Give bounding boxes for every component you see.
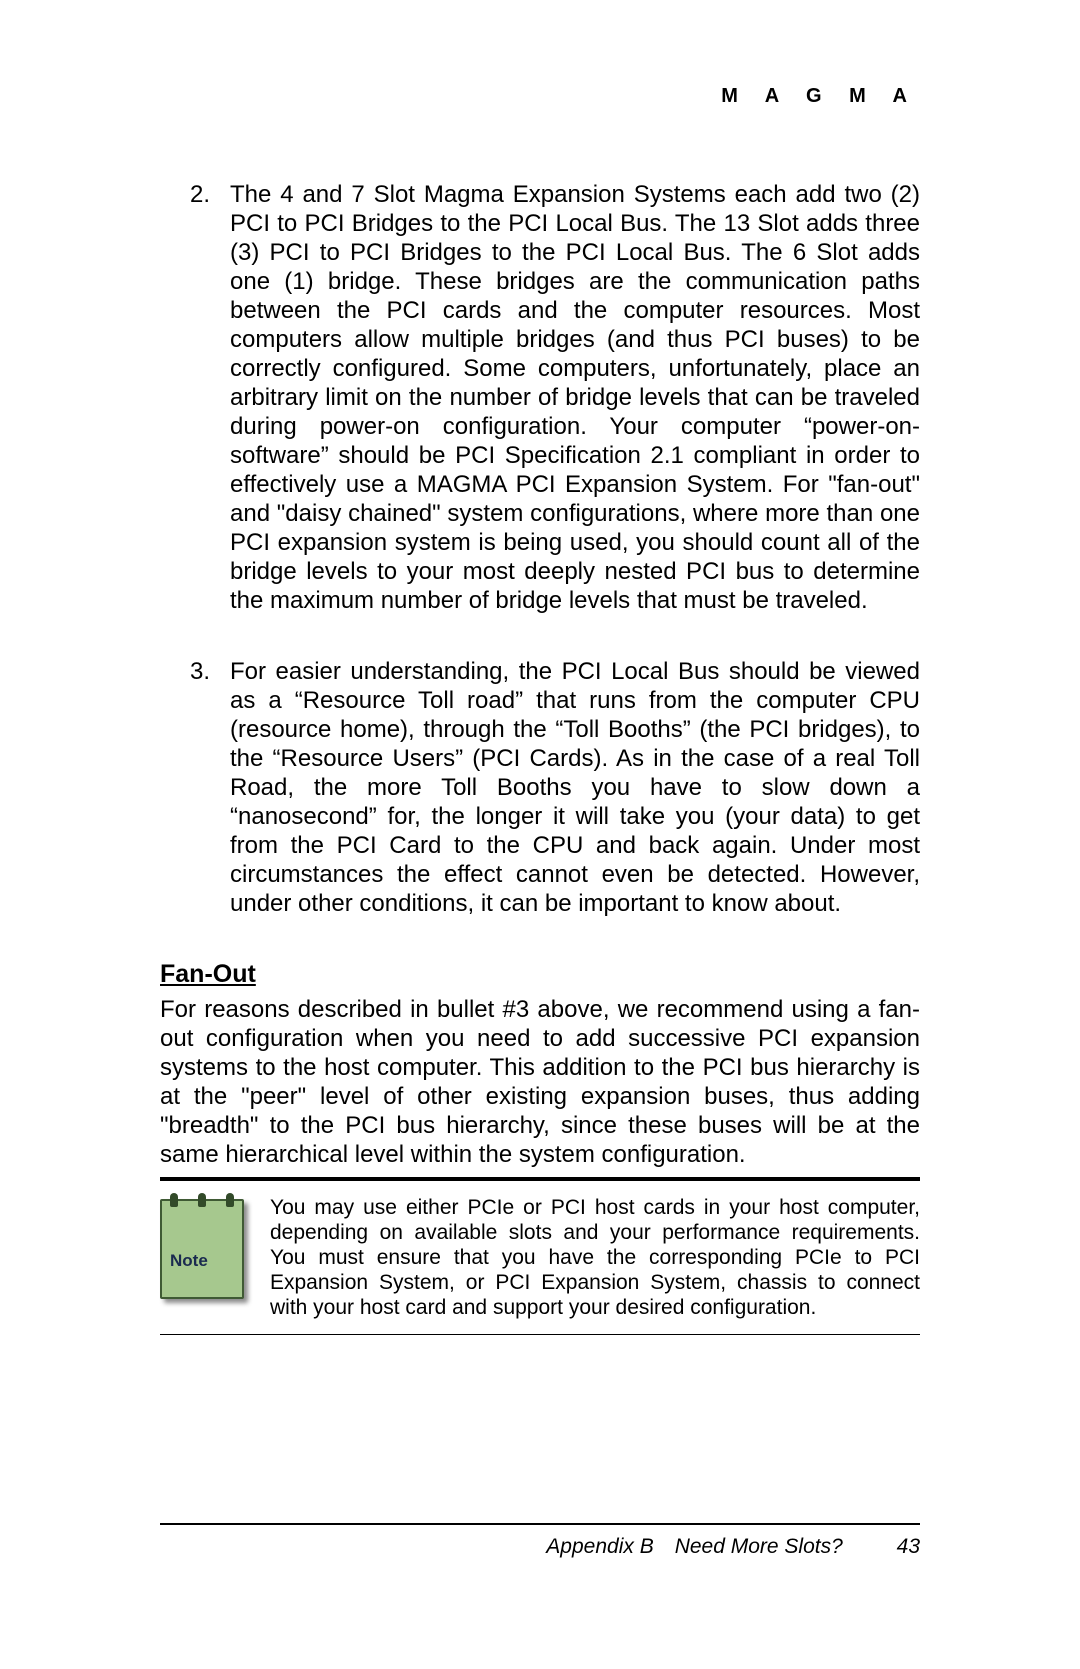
section-paragraph: For reasons described in bullet #3 above… <box>160 995 920 1169</box>
item-number: 3. <box>160 657 230 918</box>
note-text: You may use either PCIe or PCI host card… <box>270 1195 920 1320</box>
page-footer: Appendix B Need More Slots? 43 <box>160 1523 920 1559</box>
footer-text: Appendix B Need More Slots? 43 <box>160 1535 920 1559</box>
note-icon-label: Note <box>170 1251 208 1271</box>
item-text: For easier understanding, the PCI Local … <box>230 657 920 918</box>
footer-divider <box>160 1523 920 1525</box>
brand-header: M A G M A <box>721 85 918 108</box>
item-number: 2. <box>160 180 230 615</box>
item-text: The 4 and 7 Slot Magma Expansion Systems… <box>230 180 920 615</box>
note-block: Note You may use either PCIe or PCI host… <box>160 1195 920 1320</box>
divider-thin <box>160 1334 920 1335</box>
numbered-item-2: 2. The 4 and 7 Slot Magma Expansion Syst… <box>160 180 920 615</box>
page-number: 43 <box>849 1535 920 1558</box>
numbered-item-3: 3. For easier understanding, the PCI Loc… <box>160 657 920 918</box>
appendix-label: Appendix B Need More Slots? <box>546 1535 843 1558</box>
note-icon: Note <box>160 1199 246 1303</box>
main-content: 2. The 4 and 7 Slot Magma Expansion Syst… <box>160 180 920 1335</box>
divider-thick <box>160 1177 920 1181</box>
document-page: M A G M A 2. The 4 and 7 Slot Magma Expa… <box>0 0 1080 1669</box>
section-heading-fanout: Fan-Out <box>160 960 920 989</box>
